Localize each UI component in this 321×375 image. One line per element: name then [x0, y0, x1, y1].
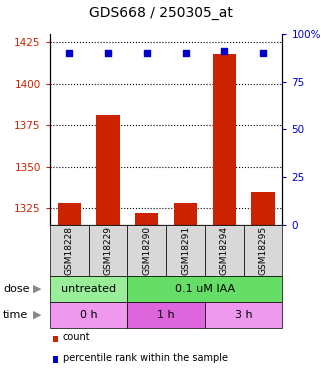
- Text: 0.1 uM IAA: 0.1 uM IAA: [175, 284, 235, 294]
- Bar: [244, 225, 282, 276]
- Point: [66, 50, 72, 56]
- Text: GSM18229: GSM18229: [103, 226, 112, 275]
- Bar: [50, 225, 89, 276]
- Text: percentile rank within the sample: percentile rank within the sample: [63, 353, 228, 363]
- Text: GDS668 / 250305_at: GDS668 / 250305_at: [89, 6, 232, 20]
- Bar: [57, 203, 81, 225]
- Bar: [127, 225, 166, 276]
- Text: time: time: [3, 310, 29, 320]
- Bar: [135, 213, 158, 225]
- Bar: [127, 276, 282, 302]
- Text: GSM18294: GSM18294: [220, 226, 229, 275]
- Text: 3 h: 3 h: [235, 310, 253, 320]
- Point: [105, 50, 110, 56]
- Point: [144, 50, 149, 56]
- Text: GSM18295: GSM18295: [259, 226, 268, 275]
- Bar: [127, 302, 205, 328]
- Text: dose: dose: [3, 284, 30, 294]
- Text: GSM18290: GSM18290: [142, 226, 151, 275]
- Point: [183, 50, 188, 56]
- Bar: [166, 225, 205, 276]
- Bar: [96, 115, 119, 225]
- Text: untreated: untreated: [61, 284, 116, 294]
- Bar: [251, 192, 275, 225]
- Bar: [89, 225, 127, 276]
- Text: ▶: ▶: [33, 284, 41, 294]
- Bar: [205, 302, 282, 328]
- Text: ▶: ▶: [33, 310, 41, 320]
- Bar: [50, 302, 127, 328]
- Text: GSM18228: GSM18228: [65, 226, 74, 275]
- Bar: [50, 276, 127, 302]
- Text: GSM18291: GSM18291: [181, 226, 190, 275]
- Bar: [174, 203, 197, 225]
- Text: 0 h: 0 h: [80, 310, 97, 320]
- Bar: [213, 54, 236, 225]
- Bar: [205, 225, 244, 276]
- Text: 1 h: 1 h: [157, 310, 175, 320]
- Point: [222, 48, 227, 54]
- Point: [261, 50, 266, 56]
- Text: count: count: [63, 333, 90, 342]
